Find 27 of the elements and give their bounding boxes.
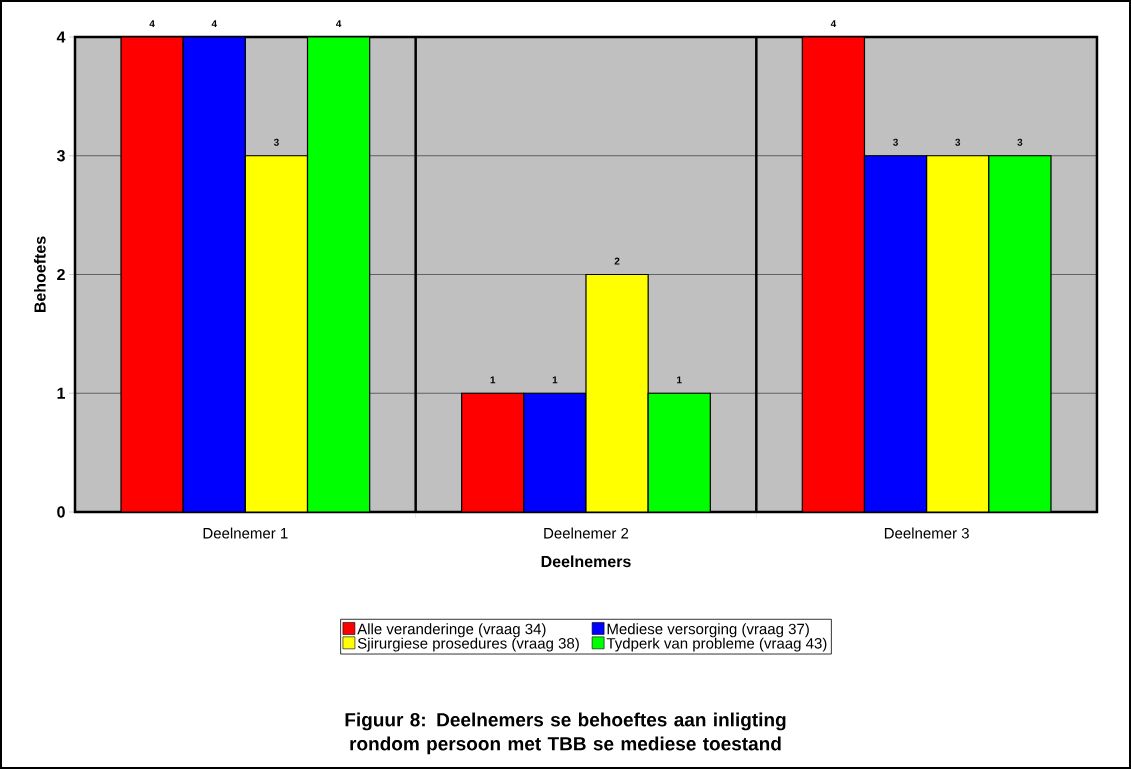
data-label: 4 (149, 20, 155, 28)
text: Figuur 8: Deelnemers se behoeftes aan inligting rondom persoon met TBB se mediese toestand (345, 712, 786, 755)
legend-label: Tydperk van probleme (vraag 43) (606, 637, 827, 652)
data-label: 4 (211, 20, 217, 28)
legend-label: Alle veranderinge (vraag 34) (357, 623, 546, 638)
x-tick-label: Deelnemer 3 (884, 527, 969, 539)
y-tick-label: 0 (57, 506, 65, 518)
x-tick-label: Deelnemer 2 (544, 527, 629, 539)
data-label: 2 (614, 257, 620, 265)
data-label: 1 (552, 376, 558, 384)
data-label: 1 (490, 376, 496, 384)
y-tick-label: 3 (56, 150, 65, 162)
x-tick-label: Deelnemer 1 (203, 527, 288, 539)
x-axis-title: Deelnemers (541, 555, 631, 568)
data-label: 4 (335, 20, 342, 28)
y-tick-label: 1 (57, 387, 66, 399)
data-label: 3 (273, 138, 279, 146)
data-label: 4 (830, 20, 837, 28)
legend-label: Mediese versorging (vraag 37) (607, 623, 809, 638)
y-tick-label: 4 (56, 31, 66, 43)
data-label: 3 (893, 138, 898, 146)
legend-label: Sjirurgiese prosedures (vraag 38) (357, 637, 579, 652)
y-axis-title: Behoeftes (33, 236, 46, 313)
data-label: 3 (1017, 138, 1023, 146)
data-label: 3 (955, 138, 961, 146)
data-label: 1 (677, 376, 682, 384)
y-tick-label: 2 (57, 268, 65, 281)
